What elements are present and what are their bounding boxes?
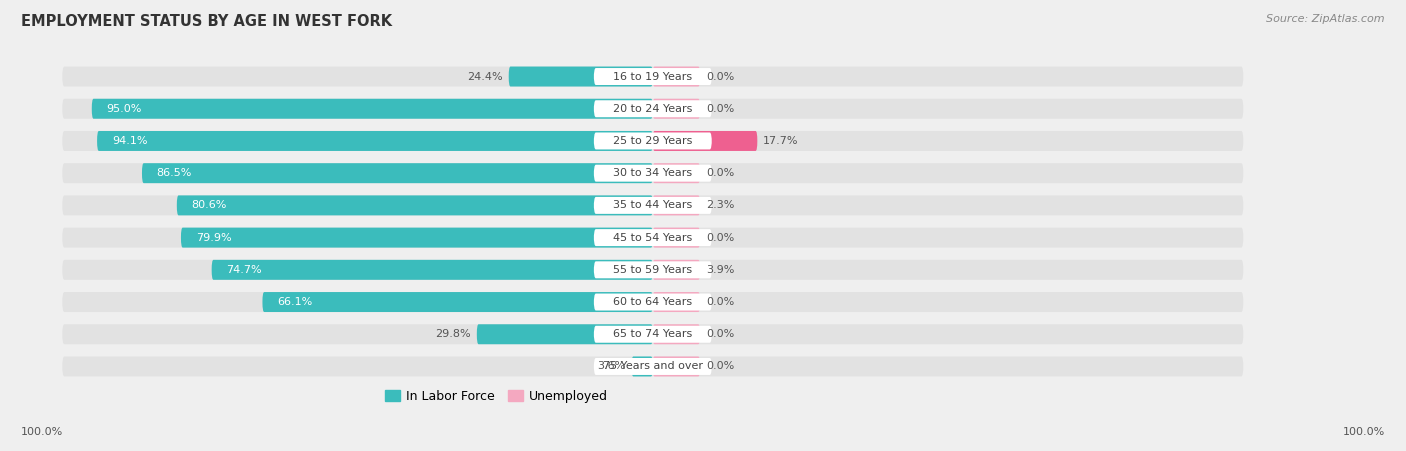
Legend: In Labor Force, Unemployed: In Labor Force, Unemployed <box>380 385 613 408</box>
FancyBboxPatch shape <box>593 294 711 311</box>
FancyBboxPatch shape <box>62 163 1243 183</box>
FancyBboxPatch shape <box>62 260 1243 280</box>
Text: 3.9%: 3.9% <box>706 265 734 275</box>
FancyBboxPatch shape <box>593 261 711 278</box>
Text: 66.1%: 66.1% <box>277 297 312 307</box>
FancyBboxPatch shape <box>652 67 700 87</box>
FancyBboxPatch shape <box>652 163 700 183</box>
Text: EMPLOYMENT STATUS BY AGE IN WEST FORK: EMPLOYMENT STATUS BY AGE IN WEST FORK <box>21 14 392 28</box>
FancyBboxPatch shape <box>477 324 652 344</box>
FancyBboxPatch shape <box>631 356 652 377</box>
FancyBboxPatch shape <box>593 165 711 182</box>
FancyBboxPatch shape <box>652 356 700 377</box>
Text: Source: ZipAtlas.com: Source: ZipAtlas.com <box>1267 14 1385 23</box>
Text: 0.0%: 0.0% <box>706 361 734 372</box>
Text: 74.7%: 74.7% <box>226 265 262 275</box>
Text: 65 to 74 Years: 65 to 74 Years <box>613 329 692 339</box>
Text: 45 to 54 Years: 45 to 54 Years <box>613 233 692 243</box>
FancyBboxPatch shape <box>593 133 711 149</box>
Text: 80.6%: 80.6% <box>191 200 226 211</box>
FancyBboxPatch shape <box>652 195 700 216</box>
FancyBboxPatch shape <box>652 131 758 151</box>
FancyBboxPatch shape <box>91 99 652 119</box>
FancyBboxPatch shape <box>593 197 711 214</box>
Text: 0.0%: 0.0% <box>706 72 734 82</box>
Text: 0.0%: 0.0% <box>706 104 734 114</box>
FancyBboxPatch shape <box>593 229 711 246</box>
FancyBboxPatch shape <box>177 195 652 216</box>
FancyBboxPatch shape <box>181 228 652 248</box>
FancyBboxPatch shape <box>652 324 700 344</box>
FancyBboxPatch shape <box>62 228 1243 248</box>
Text: 94.1%: 94.1% <box>112 136 148 146</box>
Text: 60 to 64 Years: 60 to 64 Years <box>613 297 692 307</box>
Text: 0.0%: 0.0% <box>706 168 734 178</box>
FancyBboxPatch shape <box>593 358 711 375</box>
FancyBboxPatch shape <box>593 100 711 117</box>
Text: 100.0%: 100.0% <box>21 428 63 437</box>
FancyBboxPatch shape <box>212 260 652 280</box>
Text: 35 to 44 Years: 35 to 44 Years <box>613 200 692 211</box>
FancyBboxPatch shape <box>652 228 700 248</box>
Text: 2.3%: 2.3% <box>706 200 734 211</box>
Text: 30 to 34 Years: 30 to 34 Years <box>613 168 692 178</box>
FancyBboxPatch shape <box>62 195 1243 216</box>
FancyBboxPatch shape <box>62 324 1243 344</box>
FancyBboxPatch shape <box>62 131 1243 151</box>
Text: 17.7%: 17.7% <box>763 136 799 146</box>
Text: 25 to 29 Years: 25 to 29 Years <box>613 136 693 146</box>
Text: 95.0%: 95.0% <box>107 104 142 114</box>
FancyBboxPatch shape <box>652 292 700 312</box>
Text: 79.9%: 79.9% <box>195 233 232 243</box>
Text: 16 to 19 Years: 16 to 19 Years <box>613 72 692 82</box>
Text: 0.0%: 0.0% <box>706 329 734 339</box>
FancyBboxPatch shape <box>509 67 652 87</box>
FancyBboxPatch shape <box>62 292 1243 312</box>
FancyBboxPatch shape <box>652 260 700 280</box>
Text: 24.4%: 24.4% <box>467 72 503 82</box>
Text: 55 to 59 Years: 55 to 59 Years <box>613 265 692 275</box>
Text: 29.8%: 29.8% <box>436 329 471 339</box>
Text: 0.0%: 0.0% <box>706 233 734 243</box>
FancyBboxPatch shape <box>62 99 1243 119</box>
Text: 3.6%: 3.6% <box>598 361 626 372</box>
FancyBboxPatch shape <box>62 356 1243 377</box>
FancyBboxPatch shape <box>263 292 652 312</box>
Text: 86.5%: 86.5% <box>156 168 193 178</box>
Text: 100.0%: 100.0% <box>1343 428 1385 437</box>
FancyBboxPatch shape <box>652 99 700 119</box>
Text: 0.0%: 0.0% <box>706 297 734 307</box>
FancyBboxPatch shape <box>97 131 652 151</box>
Text: 75 Years and over: 75 Years and over <box>603 361 703 372</box>
FancyBboxPatch shape <box>142 163 652 183</box>
FancyBboxPatch shape <box>593 68 711 85</box>
FancyBboxPatch shape <box>62 67 1243 87</box>
FancyBboxPatch shape <box>593 326 711 343</box>
Text: 20 to 24 Years: 20 to 24 Years <box>613 104 693 114</box>
